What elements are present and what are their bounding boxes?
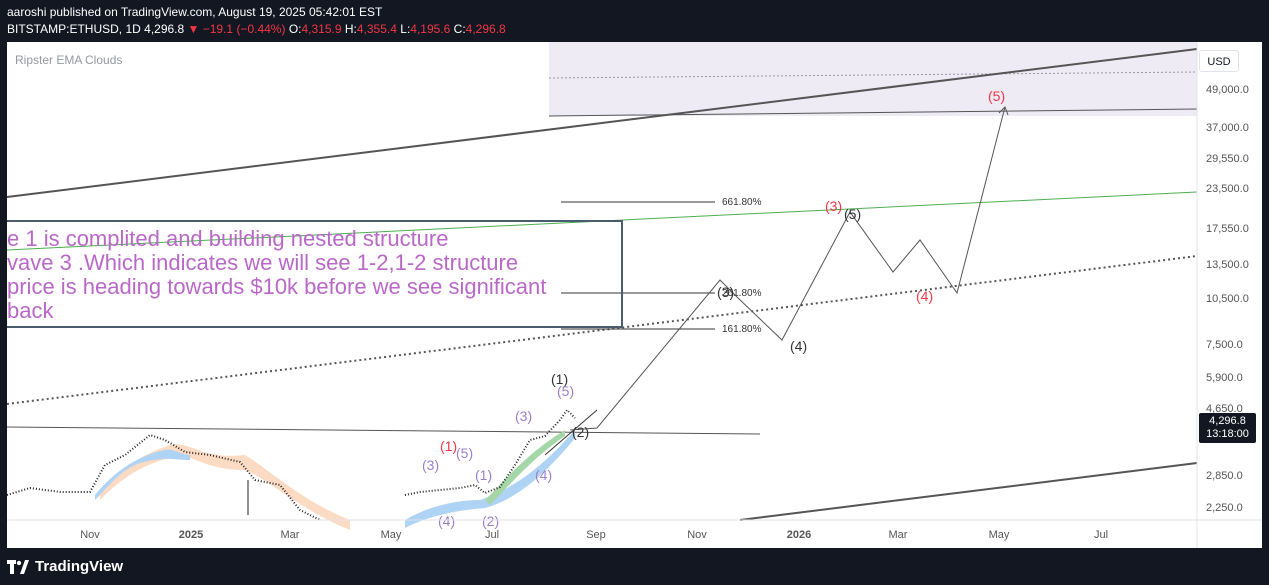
open-value: 4,315.9: [301, 22, 342, 36]
note-line-3: price is heading towards $10k before we …: [7, 274, 546, 299]
ema-cloud-blue-2: [405, 430, 575, 528]
ema-cloud-blue-1: [95, 449, 190, 500]
wave-label-purple-3a: (3): [515, 408, 532, 424]
wave-label-purple-2: (2): [482, 513, 499, 529]
wave-label-black-3: (3): [717, 284, 734, 300]
ema-cloud-orange: [100, 444, 350, 530]
close-value: 4,296.8: [465, 22, 506, 36]
target-zone: [549, 42, 1197, 116]
zone-line: [548, 71, 1198, 79]
wave-label-purple-5a: (5): [557, 383, 574, 399]
price-tick: 2,250.0: [1206, 502, 1243, 514]
price-tick: 2,850.0: [1206, 470, 1243, 482]
tradingview-logo[interactable]: TradingView: [7, 558, 123, 575]
time-tick: Nov: [687, 529, 707, 541]
price-tick: 5,900.0: [1206, 372, 1243, 384]
time-tick: 2026: [787, 529, 811, 541]
chart-canvas[interactable]: 661.80% 261.80% 161.80% (1) (2) (3) (4) …: [7, 42, 1262, 548]
time-tick: Jul: [485, 529, 499, 541]
price-change: ▼ −19.1 (−0.44%): [187, 22, 286, 36]
tradingview-brand: TradingView: [35, 558, 124, 575]
time-tick: 2025: [179, 529, 203, 541]
wave-label-red-5: (5): [988, 88, 1005, 104]
price-tick: 29,550.0: [1206, 153, 1249, 165]
note-line-2: vave 3 .Which indicates we will see 1-2,…: [7, 250, 518, 275]
wave-label-purple-4a: (4): [535, 467, 552, 483]
price-tick: 13,500.0: [1206, 259, 1249, 271]
time-tick: Nov: [80, 529, 100, 541]
horizontal-resistance: [7, 426, 761, 435]
price-tick: 10,500.0: [1206, 293, 1249, 305]
current-price-tag: 4,296.8 13:18:00: [1199, 413, 1256, 443]
note-box: [7, 220, 623, 328]
last-price: 4,296.8: [144, 22, 185, 36]
projection-arrow: [998, 106, 1009, 116]
price-axis[interactable]: 49,000.0 37,000.0 29,550.0 23,500.0 17,5…: [1206, 84, 1249, 514]
channel-lower-line: [739, 462, 1198, 521]
zone-base-line: [548, 108, 1198, 117]
tradingview-logo-icon: [7, 559, 29, 574]
fib-161-label: 161.80%: [722, 324, 762, 335]
price-tick: 7,500.0: [1206, 339, 1243, 351]
symbol-name[interactable]: BITSTAMP:ETHUSD, 1D: [7, 22, 141, 36]
time-tick: May: [989, 529, 1010, 541]
time-tick: May: [381, 529, 402, 541]
indicator-label[interactable]: Ripster EMA Clouds: [15, 53, 122, 67]
note-line-1: e 1 is complited and building nested str…: [7, 226, 448, 251]
fib-661-label: 661.80%: [722, 197, 762, 208]
open-label: O:: [288, 22, 302, 36]
price-tick: 37,000.0: [1206, 122, 1249, 134]
price-series-2: [404, 408, 576, 496]
wave-label-black-2: (2): [572, 424, 589, 440]
time-tick: Mar: [889, 529, 908, 541]
high-label: H:: [344, 22, 357, 36]
wave-label-black-1: (1): [551, 371, 568, 387]
wave-label-red-4: (4): [916, 288, 933, 304]
support-line: [544, 409, 598, 456]
time-tick: Jul: [1094, 529, 1108, 541]
wave-label-black-4: (4): [790, 338, 807, 354]
price-tick: 17,550.0: [1206, 223, 1249, 235]
time-tick: Sep: [586, 529, 606, 541]
channel-upper-line: [7, 48, 1198, 198]
footer-bar: TradingView: [0, 548, 1269, 585]
chart-pane[interactable]: 661.80% 261.80% 161.80% (1) (2) (3) (4) …: [7, 42, 1262, 548]
note-line-4: back: [7, 298, 54, 323]
price-tick: 4,650.0: [1206, 403, 1243, 415]
wave-label-purple-1: (1): [475, 467, 492, 483]
low-value: 4,195.6: [410, 22, 451, 36]
high-value: 4,355.4: [356, 22, 397, 36]
time-tick: Mar: [281, 529, 300, 541]
ema-cloud-green: [485, 430, 565, 505]
price-tick: 23,500.0: [1206, 183, 1249, 195]
currency-button[interactable]: USD: [1199, 50, 1239, 72]
time-axis[interactable]: Nov 2025 Mar May Jul Sep Nov 2026 Mar Ma…: [80, 529, 1108, 541]
fib-261-label: 261.80%: [722, 288, 762, 299]
publisher-line: aaroshi published on TradingView.com, Au…: [7, 5, 383, 19]
price-tick: 49,000.0: [1206, 84, 1249, 96]
wave-label-purple-4b: (4): [438, 513, 455, 529]
low-label: L:: [400, 22, 411, 36]
wave-label-purple-5b: (5): [456, 445, 473, 461]
wave-label-purple-3b: (3): [422, 457, 439, 473]
symbol-ohlc-line: BITSTAMP:ETHUSD, 1D 4,296.8 ▼ −19.1 (−0.…: [7, 22, 506, 36]
projection-path: [569, 106, 1006, 431]
close-label: C:: [453, 22, 466, 36]
current-price-value: 4,296.8: [1209, 415, 1246, 427]
wave-label-red-1: (1): [440, 438, 457, 454]
bar-countdown: 13:18:00: [1206, 428, 1249, 440]
wave-label-red-3: (3): [825, 198, 842, 214]
wave-label-black-5: (5): [844, 206, 861, 222]
